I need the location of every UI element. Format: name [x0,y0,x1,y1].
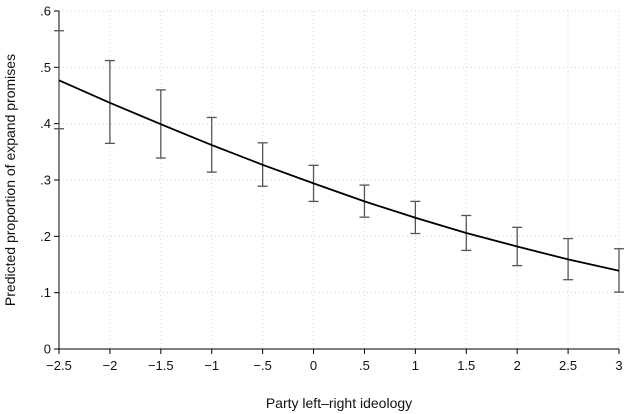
x-tick-label: 2 [514,358,521,373]
prediction-line-group [58,79,620,272]
prediction-line [58,79,620,272]
x-tick-label: −1 [204,358,219,373]
x-tick-label: 2.5 [559,358,577,373]
x-tick-label: −2 [102,358,117,373]
y-tick-label: .6 [40,4,51,19]
error-bars [54,30,624,293]
x-tick-label: −1.5 [148,358,174,373]
gridlines [58,10,620,349]
x-tick-label: 3 [615,358,622,373]
x-tick-label: −.5 [253,358,271,373]
y-tick-label: .5 [40,60,51,75]
x-tick-label: .5 [359,358,370,373]
y-axis-title: Predicted proportion of expand promises [2,54,18,306]
y-tick-label: 0 [44,342,51,357]
x-axis-title: Party left–right ideology [266,395,412,411]
y-tick-label: .2 [40,229,51,244]
x-tick-label: 0 [310,358,317,373]
x-tick-label: 1.5 [457,358,475,373]
axes [54,10,620,354]
y-tick-label: .4 [40,116,51,131]
tick-labels: 0 .1 .2 .3 .4 .5 .6 −2.5 −2 −1.5 −1 −.5 0 .5 1 1.5 2 2.5 3 [40,4,622,374]
y-tick-label: .3 [40,173,51,188]
y-tick-label: .1 [40,285,51,300]
x-tick-label: −2.5 [46,358,72,373]
error-bar [54,30,64,130]
x-tick-label: 1 [412,358,419,373]
